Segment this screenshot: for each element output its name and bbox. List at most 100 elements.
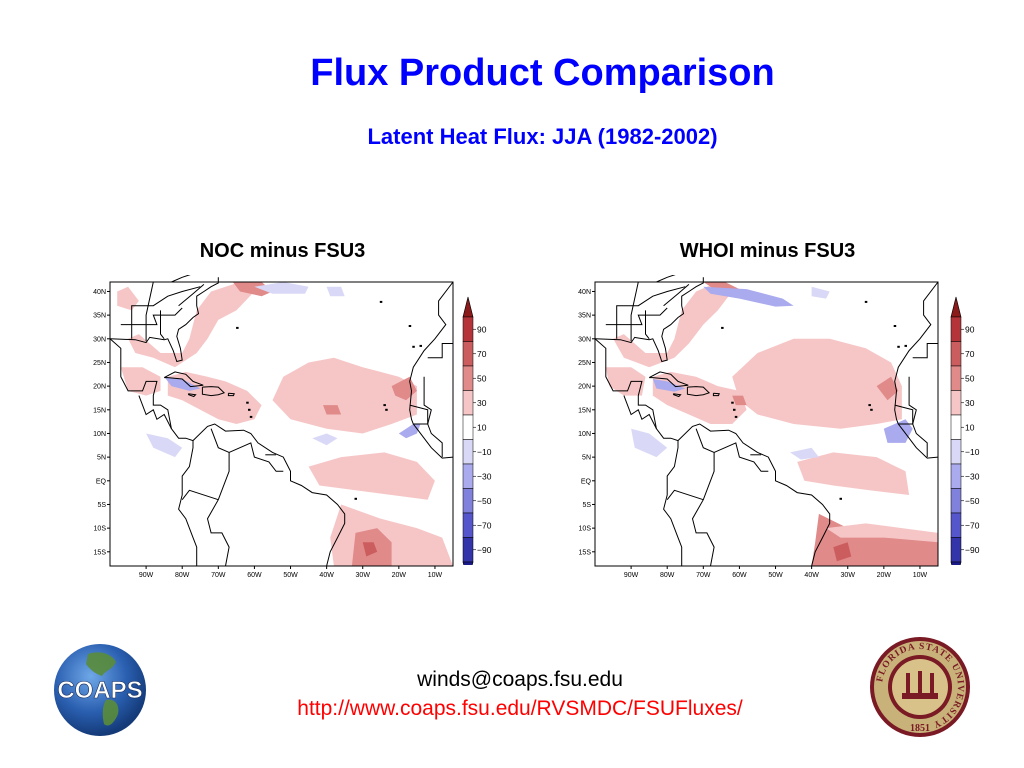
shade-blue-africa — [398, 424, 421, 439]
colorbar-right: 90 70 50 30 10 −10 −30 −50 −70 −90 — [946, 295, 986, 565]
border-8 — [666, 489, 704, 501]
lon-label: 20W — [877, 572, 892, 579]
shade-trades — [272, 357, 417, 434]
colorbar-bottom-arrow — [950, 561, 962, 565]
colorbar-label: 90 — [477, 324, 487, 334]
lat-label: 15N — [93, 407, 106, 414]
colorbar-label: 70 — [965, 349, 975, 359]
colorbar-swatch — [462, 439, 474, 465]
shade-carib-red — [732, 395, 747, 406]
shade-land-nw — [117, 286, 139, 311]
lat-label: 25N — [93, 360, 106, 367]
island-10 — [354, 497, 357, 500]
lat-label: 5N — [97, 455, 106, 462]
shade-blue-north — [703, 286, 794, 307]
contact-email[interactable]: winds@coaps.fsu.edu — [417, 668, 623, 691]
coast-jamaica — [187, 393, 197, 398]
lat-label: 40N — [578, 289, 591, 296]
lon-label: 50W — [768, 572, 783, 579]
colorbar-bottom-arrow — [462, 561, 474, 565]
colorbar-swatch — [950, 463, 962, 489]
coaps-logo-text: COAPS — [57, 677, 142, 704]
lat-label: 10S — [579, 526, 592, 533]
border-1 — [616, 286, 686, 339]
colorbar-label: 30 — [965, 398, 975, 408]
lon-label: 40W — [319, 572, 334, 579]
island-4 — [419, 344, 422, 347]
coast-south-america — [677, 423, 831, 567]
island-7 — [734, 415, 738, 418]
colorbar-label: −30 — [965, 471, 980, 481]
island-10 — [839, 497, 842, 500]
colorbar-label: 70 — [477, 349, 487, 359]
island-5 — [383, 404, 386, 407]
shade-south-dred — [362, 542, 378, 557]
colorbar-swatch — [950, 439, 962, 465]
shade-blue-mid — [312, 433, 338, 446]
shade-south-pink — [826, 523, 938, 543]
lon-label: 30W — [356, 572, 371, 579]
border-2 — [645, 310, 650, 340]
island-1 — [379, 300, 383, 303]
coast-hispaniola — [201, 386, 226, 397]
map-title-whoi: WHOI minus FSU3 — [679, 240, 856, 262]
island-9 — [246, 401, 249, 404]
border-12 — [894, 404, 914, 425]
colorbar-swatch — [462, 414, 474, 440]
shade-gulf-sw — [120, 367, 161, 396]
island-8 — [248, 408, 251, 411]
colorbar-label: −70 — [965, 520, 980, 530]
page-title: Flux Product Comparison — [310, 52, 775, 94]
colorbar-label: −30 — [477, 471, 492, 481]
colorbar-label: 50 — [477, 373, 487, 383]
lon-label: 30W — [841, 572, 856, 579]
shade-mid-red — [323, 405, 342, 415]
colorbar-label: −70 — [477, 520, 492, 530]
island-5 — [868, 404, 871, 407]
colorbar-swatch — [950, 537, 962, 563]
shade-blue-north — [254, 282, 309, 294]
colorbar-label: 30 — [477, 398, 487, 408]
border-12 — [409, 404, 429, 425]
island-6 — [385, 408, 388, 411]
border-4 — [663, 284, 690, 307]
shade-equ — [797, 452, 910, 495]
lon-label: 60W — [247, 572, 262, 579]
lon-label: 10W — [913, 572, 928, 579]
shade-us-coast — [613, 282, 733, 368]
coast-us-east — [594, 277, 704, 363]
colorbar-label: 10 — [965, 422, 975, 432]
colorbar-swatch — [462, 512, 474, 538]
lon-label: 60W — [732, 572, 747, 579]
island-2 — [893, 325, 897, 327]
lat-label: 15S — [94, 549, 107, 556]
colorbar-label: 50 — [965, 373, 975, 383]
border-7 — [228, 442, 284, 472]
coast-africa — [894, 281, 939, 459]
lon-label: 10W — [428, 572, 443, 579]
border-5 — [623, 395, 657, 429]
colorbar-swatch — [462, 390, 474, 416]
colorbar-swatch — [462, 316, 474, 342]
colorbar-swatch — [462, 463, 474, 489]
shade-cape-verde — [876, 376, 899, 401]
lon-label: 40W — [804, 572, 819, 579]
lat-label: 30N — [578, 336, 591, 343]
lat-label: EQ — [96, 478, 107, 485]
page-subtitle: Latent Heat Flux: JJA (1982-2002) — [367, 124, 718, 149]
colorbar-left: 90 70 50 30 10 −10 −30 −50 −70 −90 — [458, 295, 498, 565]
island-3 — [897, 345, 900, 348]
shade-blue-cuba — [164, 376, 201, 391]
website-link[interactable]: http://www.coaps.fsu.edu/RVSMDC/FSUFluxe… — [297, 697, 743, 720]
border-0 — [605, 307, 668, 326]
lat-label: 5N — [582, 455, 591, 462]
shade-trades — [732, 338, 902, 429]
border-8 — [181, 489, 219, 501]
lat-label: 15S — [579, 549, 592, 556]
lat-label: 15N — [578, 407, 591, 414]
colorbar-swatch — [950, 488, 962, 514]
lat-label: 10N — [578, 431, 591, 438]
island-0 — [721, 326, 724, 329]
border-6 — [206, 428, 230, 567]
colorbar-swatch — [462, 365, 474, 391]
